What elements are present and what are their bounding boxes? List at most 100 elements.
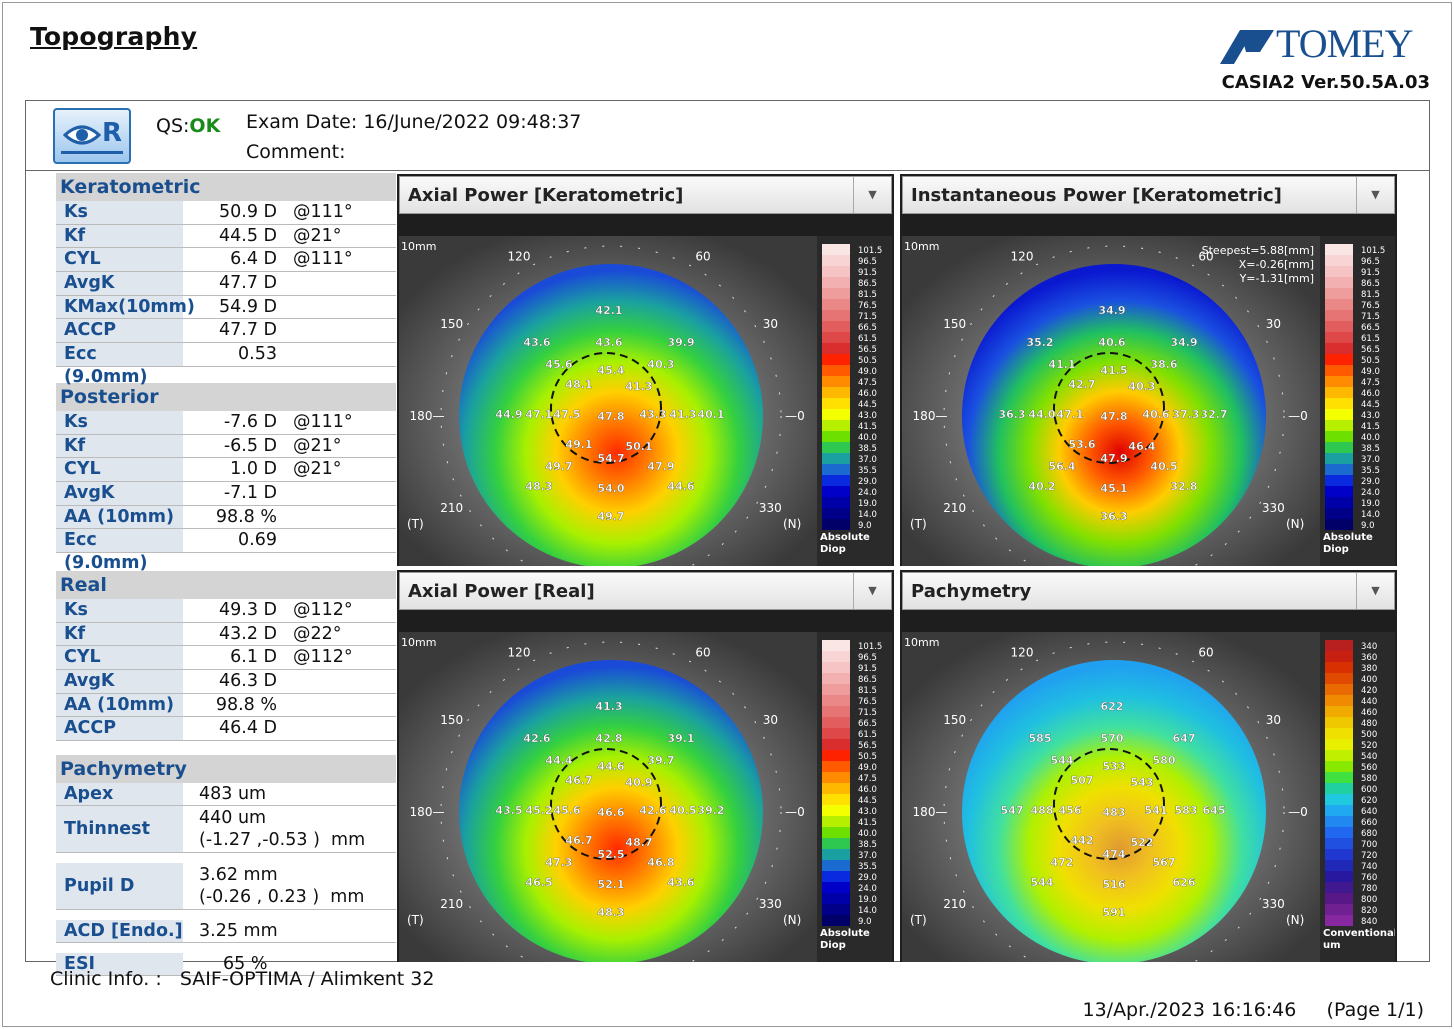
map-type-dropdown[interactable]: ▼ bbox=[1356, 177, 1394, 213]
map-value: 44.9 bbox=[495, 408, 522, 421]
scale-swatch bbox=[1325, 706, 1353, 717]
map-value: 472 bbox=[1051, 856, 1074, 869]
map-title: Axial Power [Real] bbox=[408, 581, 595, 602]
scale-caption: 10mm bbox=[401, 636, 436, 649]
scale-label: 56.5 bbox=[1361, 345, 1380, 355]
scale-swatch bbox=[1325, 321, 1353, 332]
scale-swatch bbox=[1325, 717, 1353, 728]
scale-swatch bbox=[1325, 794, 1353, 805]
scale-swatch bbox=[1325, 255, 1353, 266]
unit-label: Absolute bbox=[1323, 532, 1373, 543]
scale-swatch bbox=[1325, 728, 1353, 739]
scale-label: 81.5 bbox=[858, 290, 877, 300]
posterior-heading: Posterior bbox=[56, 382, 396, 411]
scale-swatch bbox=[1325, 695, 1353, 706]
apex-row: Apex 483 um bbox=[56, 783, 396, 807]
scale-label: 29.0 bbox=[858, 873, 877, 883]
scale-label: 440 bbox=[1361, 697, 1377, 707]
scale-label: 41.5 bbox=[1361, 422, 1380, 432]
pupil-circle bbox=[550, 352, 662, 464]
scale-swatch bbox=[822, 453, 850, 464]
map-type-dropdown[interactable]: ▼ bbox=[853, 573, 891, 609]
map-title: Axial Power [Keratometric] bbox=[408, 185, 684, 206]
qs-label: QS: bbox=[156, 115, 190, 137]
map-type-dropdown[interactable]: ▼ bbox=[1356, 573, 1394, 609]
posterior-value: 1.0 D bbox=[230, 459, 277, 480]
map-value: 32.8 bbox=[1170, 480, 1197, 493]
keratometric-axis bbox=[283, 272, 396, 295]
scale-label: 35.5 bbox=[1361, 466, 1380, 476]
scale-label: 800 bbox=[1361, 895, 1377, 905]
keratometric-axis: @111° bbox=[293, 249, 353, 270]
scale-swatch bbox=[822, 915, 850, 926]
scale-swatch bbox=[1325, 431, 1353, 442]
map-value: 52.5 bbox=[597, 848, 624, 861]
scale-swatch bbox=[1325, 684, 1353, 695]
scale-label: 19.0 bbox=[1361, 499, 1380, 509]
scale-label: 640 bbox=[1361, 807, 1377, 817]
map-value: 488 bbox=[1031, 804, 1054, 817]
scale-swatch bbox=[1325, 398, 1353, 409]
map-value: 42.6 bbox=[523, 732, 550, 745]
steepest-readout: Steepest=5.88[mm] bbox=[1202, 244, 1314, 257]
map-value: 49.1 bbox=[565, 438, 592, 451]
scale-swatch bbox=[822, 519, 850, 530]
scale-swatch bbox=[822, 640, 850, 651]
eye-side-button[interactable]: R bbox=[53, 108, 131, 164]
scale-label: 61.5 bbox=[858, 730, 877, 740]
scale-label: 56.5 bbox=[858, 345, 877, 355]
nasal-label: (N) bbox=[1286, 517, 1304, 531]
map-value: 38.6 bbox=[1150, 358, 1177, 371]
map-value: 41.3 bbox=[595, 700, 622, 713]
map-title: Instantaneous Power [Keratometric] bbox=[911, 185, 1282, 206]
angle-ring bbox=[440, 245, 782, 566]
apex-value: 483 um bbox=[199, 784, 267, 805]
angle-label: —0 bbox=[785, 409, 805, 423]
map-value: 544 bbox=[1031, 876, 1054, 889]
pupil-row: Pupil D 3.62 mm (-0.26 , 0.23 ) mm bbox=[56, 863, 396, 911]
map-value: 46.8 bbox=[647, 856, 674, 869]
scale-swatch bbox=[822, 783, 850, 794]
map-value: 36.3 bbox=[1100, 510, 1127, 523]
keratometric-row: Ks 50.9 D @111° bbox=[56, 201, 396, 225]
posterior-row: AA (10mm) 98.8 % bbox=[56, 505, 396, 530]
scale-swatch bbox=[1325, 288, 1353, 299]
map-value: 49.7 bbox=[597, 510, 624, 523]
keratometric-table: Ks 50.9 D @111° Kf 44.5 D @21° CYL 6.4 D @111° Av… bbox=[56, 201, 396, 387]
real-value: 49.3 D bbox=[218, 599, 277, 620]
unit-label: Diop bbox=[1323, 544, 1349, 555]
map-value: 47.1 bbox=[1056, 408, 1083, 421]
scale-label: 91.5 bbox=[1361, 268, 1380, 278]
scale-label: 49.0 bbox=[1361, 367, 1380, 377]
posterior-label: Ks bbox=[56, 410, 183, 434]
scale-label: 86.5 bbox=[1361, 279, 1380, 289]
keratometric-axis bbox=[283, 296, 396, 319]
scale-label: 420 bbox=[1361, 686, 1377, 696]
scale-swatch bbox=[822, 255, 850, 266]
map-value: 40.1 bbox=[697, 408, 724, 421]
eye-icon bbox=[63, 125, 101, 145]
map-value: 42.1 bbox=[595, 304, 622, 317]
scale-caption: 10mm bbox=[904, 636, 939, 649]
map-value: 583 bbox=[1175, 804, 1198, 817]
steepest-readout: X=-0.26[mm] bbox=[1239, 258, 1314, 271]
scale-swatch bbox=[1325, 739, 1353, 750]
real-value: 43.2 D bbox=[218, 623, 277, 644]
keratometric-value: 0.53 bbox=[238, 344, 277, 365]
scale-label: 560 bbox=[1361, 763, 1377, 773]
angle-label: 330 bbox=[1262, 897, 1285, 911]
scale-swatch bbox=[1325, 783, 1353, 794]
map-value: 54.7 bbox=[597, 452, 624, 465]
angle-ring bbox=[943, 641, 1285, 962]
map-type-dropdown[interactable]: ▼ bbox=[853, 177, 891, 213]
map-value: 43.5 bbox=[495, 804, 522, 817]
scale-swatch bbox=[1325, 805, 1353, 816]
scale-swatch bbox=[1325, 673, 1353, 684]
scale-swatch bbox=[822, 739, 850, 750]
map-value: 43.3 bbox=[639, 408, 666, 421]
scale-swatch bbox=[822, 277, 850, 288]
scale-swatch bbox=[822, 497, 850, 508]
scale-swatch bbox=[1325, 387, 1353, 398]
scale-swatch bbox=[1325, 519, 1353, 530]
axial-real-map: Axial Power [Real] ▼ 906030—033030027024… bbox=[397, 570, 894, 962]
